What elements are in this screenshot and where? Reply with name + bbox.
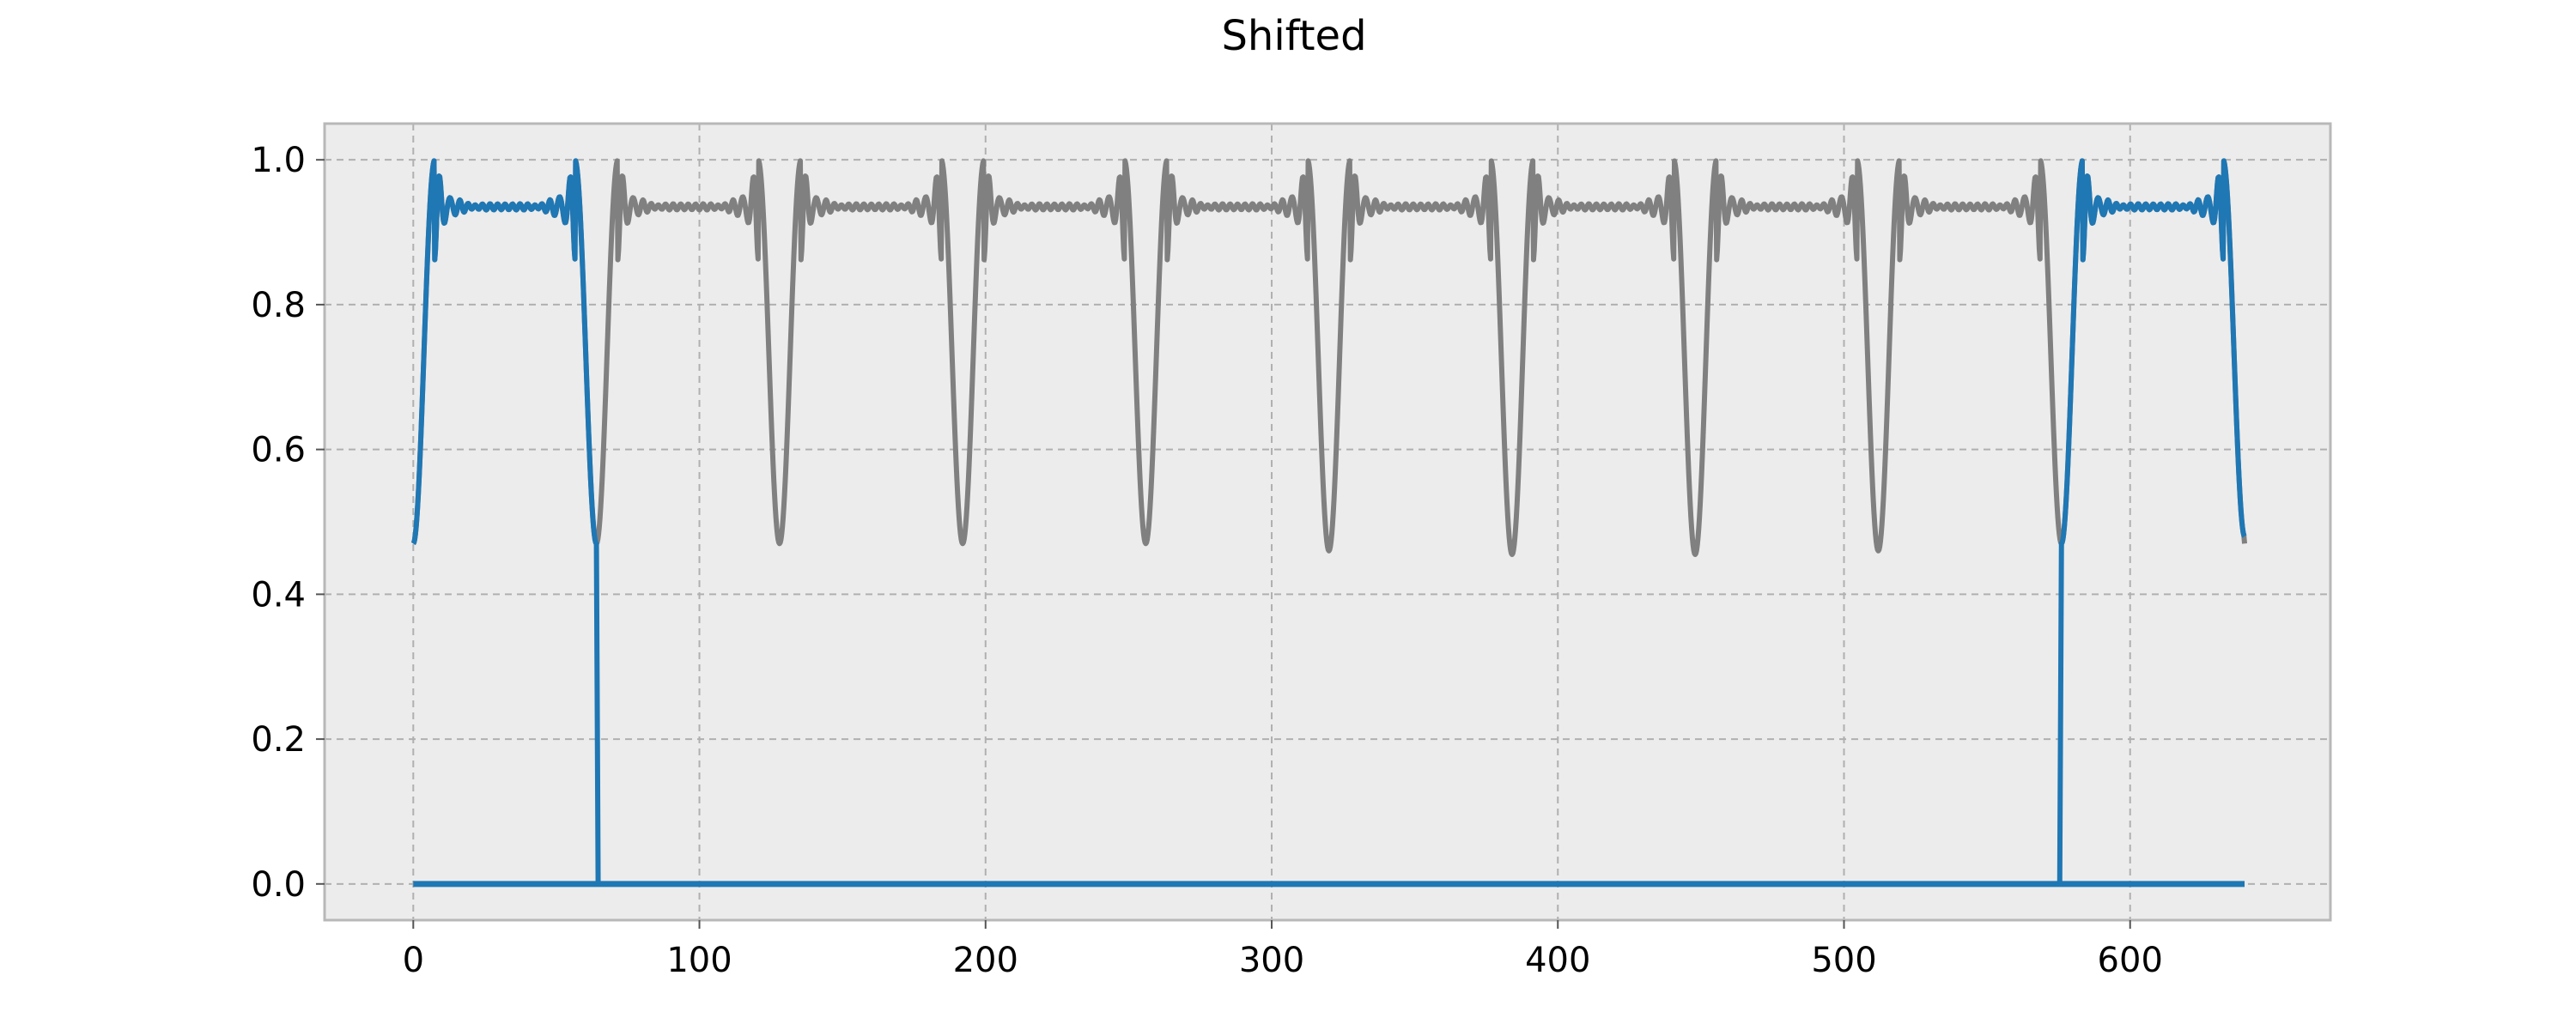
x-tick-label: 600: [2098, 941, 2163, 980]
x-axis: 0 100 200 300 400 500 600: [403, 920, 2163, 980]
series-line-blue-segment: [2057, 158, 2247, 884]
chart-title: Shifted: [1221, 12, 1366, 60]
series-line-blue-segment: [410, 158, 601, 884]
y-tick-label: 1.0: [251, 141, 306, 180]
y-axis: 0.0 0.2 0.4 0.6 0.8 1.0: [251, 141, 325, 905]
x-tick-label: 400: [1525, 941, 1590, 980]
y-tick-label: 0.8: [251, 286, 306, 325]
y-tick-label: 0.2: [251, 720, 306, 760]
y-tick-label: 0.6: [251, 431, 306, 470]
series-layer: [410, 158, 2248, 888]
x-tick-label: 200: [953, 941, 1018, 980]
x-tick-label: 500: [1811, 941, 1876, 980]
y-tick-label: 0.0: [251, 865, 306, 905]
plot-frame: [323, 122, 2332, 922]
x-tick-label: 100: [666, 941, 732, 980]
y-tick-label: 0.4: [251, 575, 306, 615]
x-tick-label: 0: [403, 941, 424, 980]
series-line-grey: [410, 158, 2248, 557]
x-tick-label: 300: [1239, 941, 1304, 980]
